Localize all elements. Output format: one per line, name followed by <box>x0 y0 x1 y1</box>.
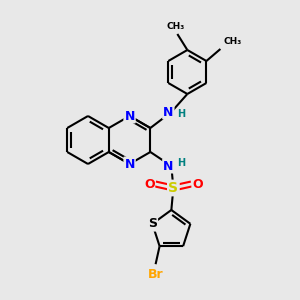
Text: Br: Br <box>148 268 164 281</box>
Text: S: S <box>148 217 157 230</box>
Text: H: H <box>177 109 185 119</box>
Text: N: N <box>163 106 173 118</box>
Text: H: H <box>177 158 185 168</box>
Text: O: O <box>144 178 155 190</box>
Text: O: O <box>192 178 203 190</box>
Text: N: N <box>124 110 135 122</box>
Text: CH₃: CH₃ <box>224 37 242 46</box>
Text: CH₃: CH₃ <box>166 22 184 31</box>
Text: N: N <box>163 160 173 172</box>
Text: N: N <box>124 158 135 170</box>
Text: S: S <box>168 181 178 195</box>
